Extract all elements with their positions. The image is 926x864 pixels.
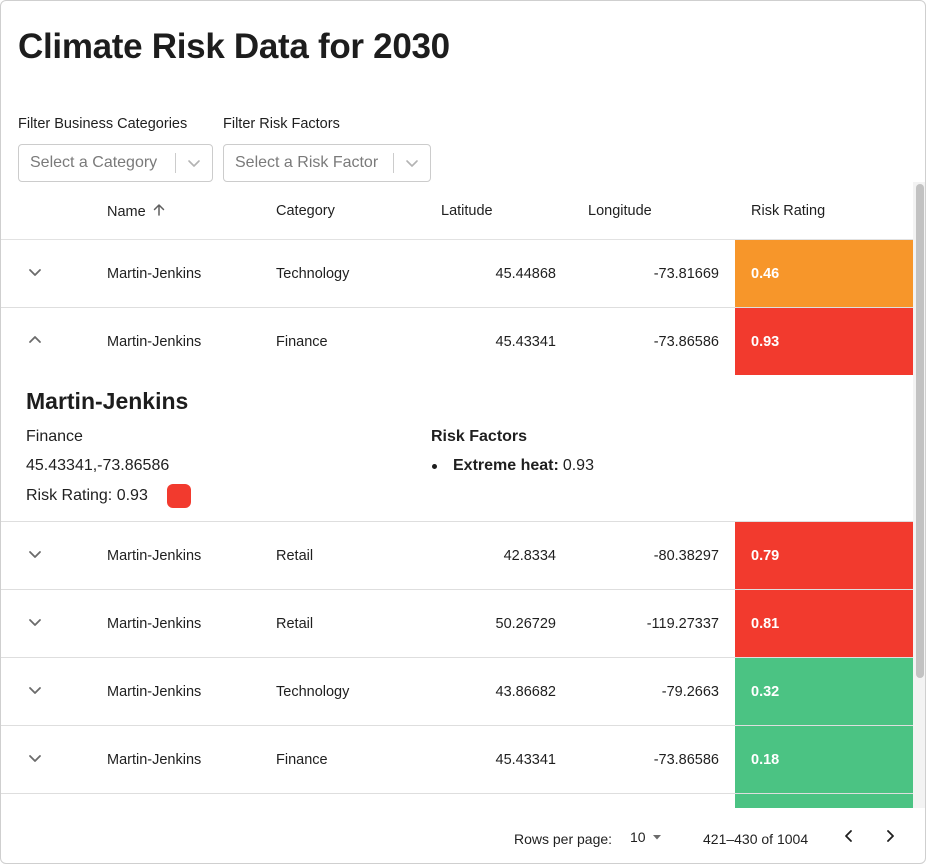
rows-per-page-select[interactable]: 10 (630, 829, 662, 845)
column-header-name[interactable]: Name (107, 203, 166, 221)
detail-coordinates: 45.43341,-73.86586 (26, 457, 170, 474)
latitude-cell: 45.44868 (495, 265, 556, 282)
detail-business-name: Martin-Jenkins (26, 388, 189, 414)
category-cell: Technology (276, 683, 350, 700)
name-cell: Martin-Jenkins (107, 683, 202, 700)
detail-risk-rating: Risk Rating: 0.93 (26, 487, 148, 504)
chevron-down-icon (27, 682, 43, 702)
select-separator (175, 153, 176, 173)
chevron-up-icon (27, 332, 43, 352)
chevron-down-icon (27, 264, 43, 284)
risk-factor-select[interactable]: Select a Risk Factor (223, 144, 431, 182)
previous-page-button[interactable] (837, 826, 861, 850)
risk-rating-cell: 0.81 (735, 590, 913, 657)
category-filter-label: Filter Business Categories (18, 116, 188, 132)
latitude-cell: 42.8334 (503, 547, 556, 564)
chevron-down-icon[interactable] (394, 156, 430, 170)
chevron-down-icon (27, 546, 43, 566)
category-cell: Retail (276, 547, 314, 564)
column-header-category-label: Category (276, 203, 335, 219)
name-cell: Martin-Jenkins (107, 615, 202, 632)
column-header-risk-rating[interactable]: Risk Rating (751, 203, 825, 219)
chevron-left-icon (841, 828, 857, 849)
vertical-scrollbar[interactable] (913, 182, 925, 808)
risk-rating-cell: 0.18 (735, 726, 913, 793)
expand-row-button[interactable] (1, 726, 69, 793)
table-header: Name Category Latitude Longitude Risk Ra… (1, 182, 913, 240)
pagination-range: 421–430 of 1004 (703, 831, 809, 847)
caret-down-icon (652, 829, 662, 845)
latitude-cell: 45.43341 (495, 333, 556, 350)
column-header-latitude-label: Latitude (441, 203, 493, 219)
table-row[interactable]: Martin-Jenkins Retail 50.26729 -119.2733… (1, 590, 913, 658)
table-row[interactable]: Martin-Jenkins Finance 45.43341 -73.8658… (1, 726, 913, 794)
column-header-risk-rating-label: Risk Rating (751, 203, 826, 219)
name-cell: Martin-Jenkins (107, 547, 202, 564)
pagination-bar: Rows per page: 10 421–430 of 1004 (1, 808, 925, 863)
risk-color-swatch (167, 484, 191, 508)
expand-row-button[interactable] (1, 522, 69, 589)
risk-rating-cell: 0.46 (735, 240, 913, 307)
column-header-latitude[interactable]: Latitude (441, 203, 493, 219)
rows-per-page-label: Rows per page: (514, 831, 613, 847)
risk-rating-cell: 0.79 (735, 522, 913, 589)
category-cell: Finance (276, 333, 328, 350)
category-cell: Finance (276, 751, 328, 768)
risk-rating-cell: 0.32 (735, 658, 913, 725)
expand-row-button[interactable] (1, 590, 69, 657)
risk-factors-title: Risk Factors (431, 428, 528, 445)
chevron-down-icon (27, 614, 43, 634)
name-cell: Martin-Jenkins (107, 333, 202, 350)
select-separator (393, 153, 394, 173)
risk-rating-cell: 0.93 (735, 308, 913, 375)
table-row[interactable]: Martin-Jenkins Retail 42.8334 -80.38297 … (1, 522, 913, 590)
column-header-longitude-label: Longitude (588, 203, 652, 219)
table-row[interactable]: Martin-Jenkins Technology 43.86682 -79.2… (1, 658, 913, 726)
next-page-button[interactable] (878, 826, 902, 850)
category-select-placeholder: Select a Category (30, 154, 158, 171)
risk-factor-select-placeholder: Select a Risk Factor (235, 154, 379, 171)
chevron-down-icon[interactable] (176, 156, 212, 170)
longitude-cell: -80.38297 (653, 547, 719, 564)
chevron-down-icon (27, 750, 43, 770)
risk-factor-name: Extreme heat: (453, 457, 559, 474)
name-cell: Martin-Jenkins (107, 265, 202, 282)
category-cell: Technology (276, 265, 350, 282)
category-select[interactable]: Select a Category (18, 144, 213, 182)
detail-category: Finance (26, 428, 83, 445)
table-row[interactable]: Martin-Jenkins Finance 45.43341 -73.8658… (1, 308, 913, 376)
longitude-cell: -119.27337 (646, 615, 719, 632)
latitude-cell: 45.43341 (495, 751, 556, 768)
column-header-longitude[interactable]: Longitude (588, 203, 652, 219)
longitude-cell: -79.2663 (661, 683, 719, 700)
rows-per-page-value: 10 (630, 829, 646, 845)
column-header-category[interactable]: Category (276, 203, 335, 219)
collapse-row-button[interactable] (1, 308, 69, 375)
longitude-cell: -73.86586 (653, 333, 719, 350)
bullet-icon (432, 463, 437, 469)
arrow-up-icon (152, 203, 166, 221)
column-header-name-label: Name (107, 204, 146, 220)
expand-row-button[interactable] (1, 240, 69, 307)
scrollbar-thumb[interactable] (916, 184, 924, 678)
latitude-cell: 43.86682 (495, 683, 556, 700)
page-title: Climate Risk Data for 2030 (18, 27, 450, 66)
risk-factor-value: 0.93 (562, 457, 594, 474)
expand-row-button[interactable] (1, 658, 69, 725)
longitude-cell: -73.81669 (653, 265, 719, 282)
risk-filter-label: Filter Risk Factors (223, 116, 340, 132)
longitude-cell: -73.86586 (653, 751, 719, 768)
row-detail-panel: Martin-Jenkins Finance 45.43341,-73.8658… (1, 375, 913, 522)
table-row[interactable]: Martin-Jenkins Technology 45.44868 -73.8… (1, 240, 913, 308)
latitude-cell: 50.26729 (495, 615, 556, 632)
name-cell: Martin-Jenkins (107, 751, 202, 768)
chevron-right-icon (882, 828, 898, 849)
category-cell: Retail (276, 615, 314, 632)
risk-table: Name Category Latitude Longitude Risk Ra… (1, 182, 913, 808)
risk-rating-cell-partial (735, 794, 913, 808)
risk-factor-item: Extreme heat: 0.93 (431, 457, 594, 475)
